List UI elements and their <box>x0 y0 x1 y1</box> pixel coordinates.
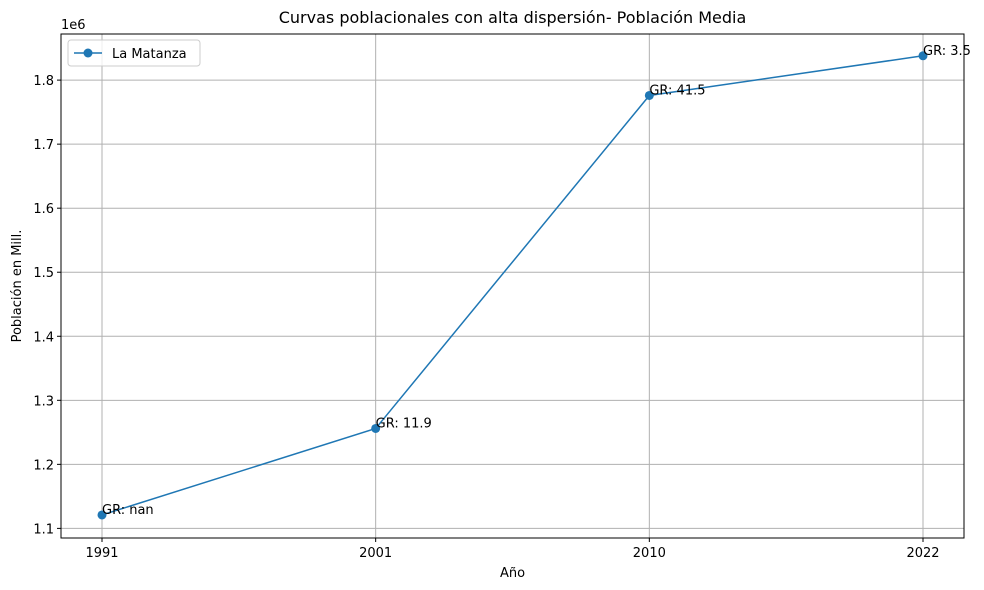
legend-frame <box>67 39 201 67</box>
series-line <box>101 55 924 516</box>
y-axis: 1.1 1.2 1.3 1.4 1.5 1.6 1.7 1.8 <box>33 74 61 537</box>
data-label: GR: 11.9 <box>376 416 432 431</box>
data-point <box>644 90 654 100</box>
data-point <box>97 510 107 520</box>
x-axis: 1991 2001 2010 2022 <box>85 538 940 561</box>
data-label: GR: 41.5 <box>649 83 705 98</box>
y-axis-offset-label: 1e6 <box>61 18 86 33</box>
legend-label: La Matanza <box>112 47 187 62</box>
x-tick-label: 2001 <box>359 546 392 561</box>
grid <box>61 34 964 538</box>
y-tick-label: 1.3 <box>33 394 54 409</box>
x-tick-label: 2010 <box>633 546 666 561</box>
y-tick-label: 1.4 <box>33 330 54 345</box>
series-group: GR: nan GR: 11.9 GR: 41.5 GR: 3.5 <box>97 44 971 520</box>
data-point <box>371 423 381 433</box>
y-tick-label: 1.8 <box>33 74 54 89</box>
data-label: GR: 3.5 <box>923 44 971 59</box>
chart-title: Curvas poblacionales con alta dispersión… <box>279 8 747 27</box>
plot-area <box>60 33 965 539</box>
legend-marker <box>83 48 93 58</box>
x-tick-label: 1991 <box>85 546 118 561</box>
data-point <box>918 51 928 61</box>
x-tick-label: 2022 <box>906 546 939 561</box>
data-label: GR: nan <box>102 503 154 518</box>
y-tick-label: 1.6 <box>33 202 54 217</box>
x-axis-label: Año <box>500 566 525 581</box>
y-tick-label: 1.7 <box>33 138 54 153</box>
y-axis-label: Población en Mill. <box>10 230 25 343</box>
y-tick-label: 1.5 <box>33 266 54 281</box>
y-tick-label: 1.2 <box>33 458 54 473</box>
y-tick-label: 1.1 <box>33 522 54 537</box>
legend: La Matanza <box>67 39 201 67</box>
